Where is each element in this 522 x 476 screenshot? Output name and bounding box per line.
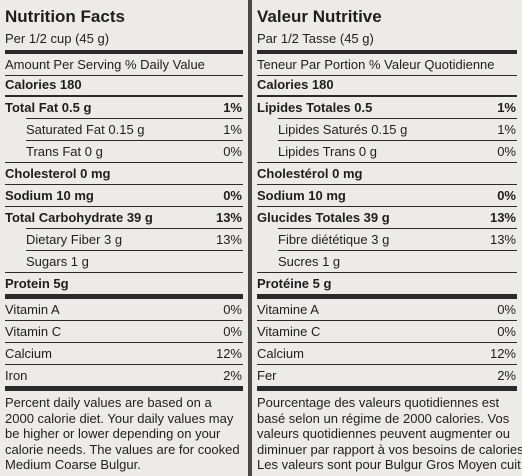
rule [5,162,243,163]
calories: Calories 180 [257,77,334,92]
serving-size: Par 1/2 Tasse (45 g) [257,31,374,46]
nutrient-label: Vitamin C [5,324,62,339]
nutrient-label: Vitamine A [257,302,319,317]
nutrient-label: Fer [257,368,277,383]
rule [5,95,243,97]
nutrient-label: Vitamine C [257,324,321,339]
daily-value: 13% [215,232,242,247]
daily-value: 2% [497,368,516,383]
daily-value: 0% [497,144,516,159]
rule [257,162,517,163]
rule [257,342,517,343]
nutrient-label: Saturated Fat 0.15 g [26,122,145,137]
rule [26,228,243,229]
nutrient-label: Lipides Trans 0 g [278,144,378,159]
daily-value: 1% [497,100,516,115]
daily-value: 0% [223,324,242,339]
footnote-line: Pourcentage des valeurs quotidiennes est [257,395,500,410]
footnote-line: calorie needs. The values are for cooked [5,441,240,457]
daily-value: 13% [489,232,516,247]
footnote-line: diminuer par rapport à vos besoins de ca… [257,441,522,457]
rule [278,228,517,229]
nutrient-label: Lipides Totales 0.5 [257,100,373,115]
rule [26,250,243,251]
nutrient-label: Iron [5,368,28,383]
panel-title: Valeur Nutritive [257,7,382,26]
daily-value: 0% [497,324,516,339]
nutrient-label: Sucres 1 g [278,254,341,269]
rule [5,386,243,391]
nutrient-label: Calcium [5,346,52,361]
daily-value: 0% [223,188,242,203]
rule [257,206,517,207]
rule [5,75,243,76]
footnote-line: Medium Coarse Bulgur. [5,457,141,472]
footnote-line: basé selon un régime de 2000 calories. V… [257,410,510,426]
footnote-line: Les valeurs sont pour Bulgur Gros Moyen … [257,457,522,472]
rule [5,206,243,207]
footnote-line: 2000 calorie diet. Your daily values may [5,410,234,426]
rule [5,272,243,273]
rule [257,272,517,273]
rule [278,250,517,251]
nutrient-label: Glucides Totales 39 g [257,210,390,225]
daily-value: 13% [489,210,516,225]
calories: Calories 180 [5,77,82,92]
amount-header: Amount Per Serving % Daily Value [5,57,205,72]
daily-value: 2% [223,368,242,383]
nutrient-label: Cholestérol 0 mg [257,166,363,181]
rule [26,118,243,119]
serving-size: Per 1/2 cup (45 g) [5,31,110,46]
rule [5,184,243,185]
footnote-line: be higher or lower depending on your [5,426,221,441]
nutrient-label: Fibre diététique 3 g [278,232,390,247]
rule [257,95,517,97]
rule [5,320,243,321]
nutrient-label: Dietary Fiber 3 g [26,232,123,247]
rule [257,386,517,391]
nutrient-label: Total Carbohydrate 39 g [5,210,153,225]
nutrient-label: Sodium 10 mg [257,188,346,203]
rule [26,140,243,141]
amount-header: Teneur Par Portion % Valeur Quotidienne [257,57,495,72]
rule [5,342,243,343]
footnote-line: valeurs quotidiennes peuvent augmenter o… [257,426,510,441]
daily-value: 0% [497,188,516,203]
rule [5,364,243,365]
daily-value: 1% [497,122,516,137]
nutrient-label: Sugars 1 g [26,254,89,269]
daily-value: 13% [215,210,242,225]
nutrient-label: Protéine 5 g [257,276,332,291]
nutrient-label: Trans Fat 0 g [26,144,103,159]
nutrient-label: Protein 5g [5,276,69,291]
nutrition-panel: Nutrition Facts Per 1/2 cup (45 g) Amount … [0,0,248,476]
nutrition-panel: Valeur Nutritive Par 1/2 Tasse (45 g) Tene… [252,0,522,476]
rule [5,50,243,54]
rule [257,294,517,299]
nutrient-label: Lipides Saturés 0.15 g [278,122,408,137]
rule [5,294,243,299]
nutrient-label: Total Fat 0.5 g [5,100,92,115]
daily-value: 0% [223,144,242,159]
rule [257,75,517,76]
rule [278,118,517,119]
nutrient-label: Vitamin A [5,302,60,317]
nutrient-label: Sodium 10 mg [5,188,94,203]
panel-title: Nutrition Facts [5,7,125,26]
daily-value: 0% [223,302,242,317]
rule [278,140,517,141]
nutrient-label: Cholesterol 0 mg [5,166,111,181]
nutrient-label: Calcium [257,346,304,361]
daily-value: 1% [223,100,242,115]
footnote-line: Percent daily values are based on a [5,395,212,410]
rule [257,184,517,185]
daily-value: 0% [497,302,516,317]
daily-value: 12% [215,346,242,361]
daily-value: 1% [223,122,242,137]
rule [257,50,517,54]
rule [257,320,517,321]
daily-value: 12% [489,346,516,361]
rule [257,364,517,365]
